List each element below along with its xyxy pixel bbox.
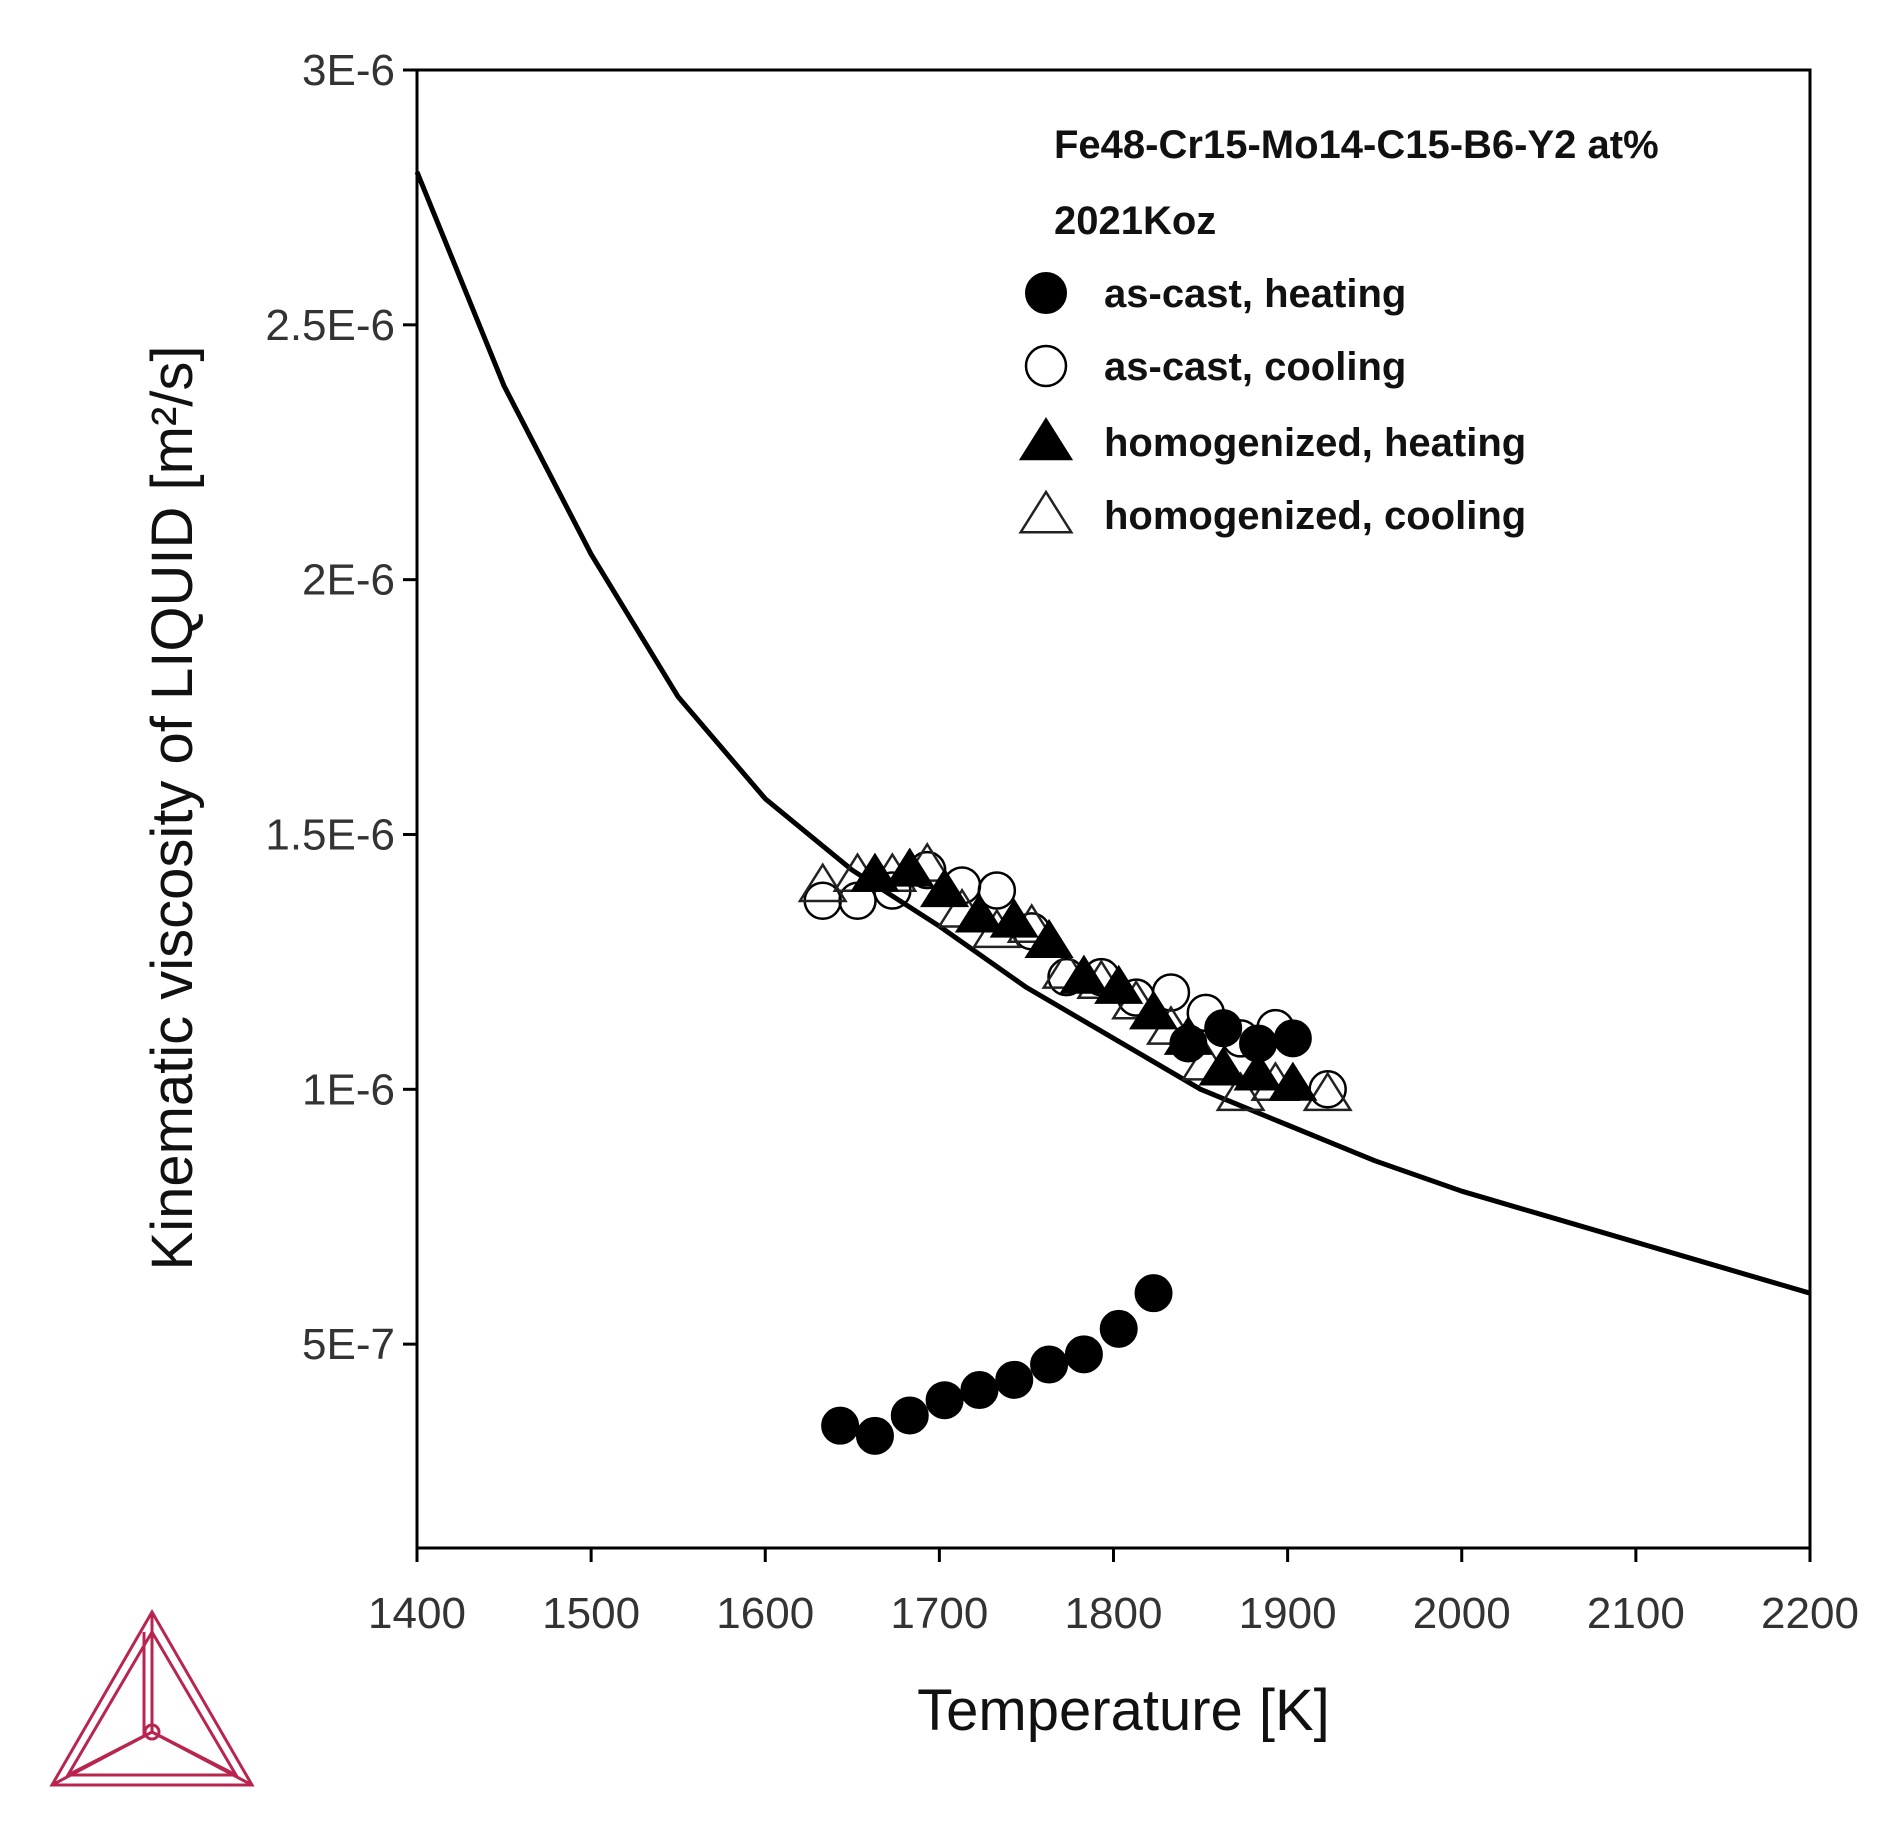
y-tick-label: 5E-7 xyxy=(302,1320,395,1369)
logo-line xyxy=(159,1734,237,1777)
legend-label: homogenized, heating xyxy=(1104,421,1526,465)
data-point xyxy=(1030,1345,1069,1384)
data-point xyxy=(890,1396,929,1435)
data-point xyxy=(1024,918,1074,959)
legend-entry: homogenized, cooling xyxy=(1018,489,1526,538)
legend-marker xyxy=(1024,344,1068,388)
data-point xyxy=(850,852,900,892)
x-tick-label: 1500 xyxy=(542,1589,640,1638)
legend-marker xyxy=(1018,489,1074,534)
data-point xyxy=(1215,1071,1266,1112)
data-point xyxy=(821,1406,860,1445)
data-point xyxy=(1134,1274,1173,1313)
data-point xyxy=(1064,1335,1103,1374)
data-point xyxy=(989,898,1039,938)
data-point xyxy=(797,862,848,903)
legend-subtitle: 2021Koz xyxy=(1054,199,1216,243)
legend-entry: as-cast, cooling xyxy=(1024,344,1406,389)
data-point xyxy=(1094,964,1144,1004)
legend-label: as-cast, cooling xyxy=(1104,345,1406,389)
y-tick-label: 1E-6 xyxy=(302,1065,395,1114)
x-tick-label: 1700 xyxy=(890,1589,988,1638)
data-point xyxy=(1204,1009,1243,1048)
data-point xyxy=(855,1416,894,1455)
x-tick-label: 2200 xyxy=(1761,1589,1859,1638)
logo-outer-triangle xyxy=(49,1609,255,1787)
data-point xyxy=(960,1371,999,1410)
data-point xyxy=(1302,1071,1353,1112)
series-filled-circle xyxy=(821,1009,1312,1455)
x-tick-label: 1900 xyxy=(1239,1589,1337,1638)
data-point xyxy=(1268,1061,1318,1101)
series-filled-triangle xyxy=(850,847,1318,1101)
logo-inner-triangle xyxy=(65,1629,239,1777)
data-point xyxy=(995,1360,1034,1399)
data-point xyxy=(1099,1309,1138,1348)
y-tick-label: 2E-6 xyxy=(302,556,395,605)
x-tick-label: 1800 xyxy=(1065,1589,1163,1638)
x-tick-label: 2100 xyxy=(1587,1589,1685,1638)
legend-label: as-cast, heating xyxy=(1104,272,1406,316)
thermo-calc-triangle-logo-icon xyxy=(49,1609,255,1787)
data-point xyxy=(954,893,1005,933)
x-axis-title: Temperature [K] xyxy=(917,1678,1330,1743)
data-point xyxy=(885,847,935,887)
x-tick-label: 2000 xyxy=(1413,1589,1511,1638)
y-tick-label: 1.5E-6 xyxy=(265,810,395,859)
logo-center xyxy=(143,1723,161,1741)
x-tick-label: 1600 xyxy=(716,1589,814,1638)
y-tick-label: 3E-6 xyxy=(302,46,395,95)
data-point xyxy=(1273,1019,1312,1058)
legend-entry: as-cast, heating xyxy=(1025,272,1406,316)
x-tick-label: 1400 xyxy=(368,1589,466,1638)
data-point xyxy=(925,1381,964,1420)
y-tick-label: 2.5E-6 xyxy=(265,301,395,350)
data-point xyxy=(1233,1051,1283,1091)
legend-title: Fe48-Cr15-Mo14-C15-B6-Y2 at% xyxy=(1054,123,1659,167)
logo-line xyxy=(67,1734,145,1777)
data-point xyxy=(1308,1070,1347,1109)
legend-marker xyxy=(1018,417,1074,461)
data-point xyxy=(1059,954,1109,994)
data-point xyxy=(1163,1015,1213,1055)
data-point xyxy=(1128,990,1179,1030)
data-point xyxy=(1198,1046,1248,1086)
y-axis-title: Kinematic viscosity of LIQUID [m²/s] xyxy=(140,346,205,1271)
legend-entry: homogenized, heating xyxy=(1018,417,1526,465)
data-point xyxy=(920,867,970,908)
calculated-curve-line xyxy=(414,170,1811,1296)
legend-label: homogenized, cooling xyxy=(1104,494,1526,538)
legend-marker xyxy=(1025,272,1067,314)
